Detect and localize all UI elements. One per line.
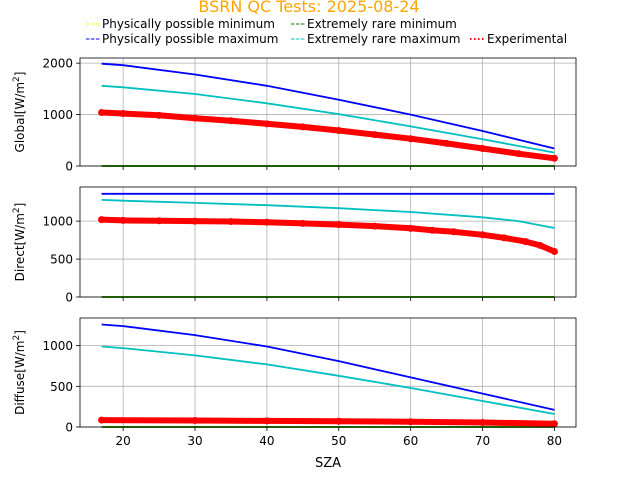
chart-title: BSRN QC Tests: 2025-08-24 xyxy=(198,0,419,16)
series-experimental xyxy=(98,109,558,162)
series-extremely-rare-maximum xyxy=(101,199,555,229)
legend: Physically possible minimum Extremely ra… xyxy=(86,17,567,46)
y-tick-label: 500 xyxy=(50,253,73,267)
experimental-point xyxy=(536,241,544,249)
x-tick-label: 60 xyxy=(403,434,418,448)
legend-label-4: Experimental xyxy=(487,32,567,46)
experimental-point xyxy=(407,418,415,426)
experimental-point xyxy=(335,417,343,425)
experimental-point xyxy=(263,417,271,425)
y-axis-label: Global[W/m2] xyxy=(12,72,27,153)
series-physically-possible-maximum xyxy=(101,62,555,150)
experimental-point xyxy=(407,135,415,143)
y-tick-label: 500 xyxy=(50,380,73,394)
x-tick-label: 80 xyxy=(547,434,562,448)
y-tick-label: 2000 xyxy=(42,57,73,71)
experimental-point xyxy=(428,226,436,234)
legend-label-2: Physically possible maximum xyxy=(102,32,278,46)
experimental-point xyxy=(98,216,106,224)
series-physically-possible-maximum xyxy=(101,323,555,411)
experimental-point xyxy=(407,224,415,232)
experimental-point xyxy=(227,218,235,226)
panel-direct: 0 500 1000 Direct[W/m2] xyxy=(12,186,577,305)
experimental-point xyxy=(479,231,487,239)
y-axis-label: Diffuse[W/m2] xyxy=(12,330,27,415)
subplots: 010002000Global[W/m2]05001000Direct[W/m2… xyxy=(12,57,577,471)
x-axis-label: SZA xyxy=(315,456,341,471)
series-experimental xyxy=(98,216,558,255)
x-tick-label: 40 xyxy=(259,434,274,448)
experimental-point xyxy=(299,219,307,227)
experimental-point xyxy=(335,127,343,135)
experimental-point xyxy=(514,150,522,158)
experimental-point xyxy=(371,222,379,230)
y-tick-label: 1000 xyxy=(42,339,73,353)
experimental-point xyxy=(191,217,199,225)
experimental-point xyxy=(191,416,199,424)
series-extremely-rare-maximum xyxy=(101,345,555,415)
axes-frame xyxy=(79,186,577,298)
legend-label-3: Extremely rare maximum xyxy=(307,32,460,46)
y-tick-label: 1000 xyxy=(42,108,73,122)
y-tick-label: 0 xyxy=(65,160,73,174)
x-tick-label: 70 xyxy=(475,434,490,448)
y-tick-label: 0 xyxy=(65,421,73,435)
experimental-point xyxy=(155,217,163,225)
series-extremely-rare-maximum xyxy=(101,84,555,154)
experimental-point xyxy=(479,419,487,427)
series-experimental xyxy=(98,417,558,427)
axes-frame xyxy=(79,57,577,167)
panel-global: 0 1000 2000 Global[W/m2] xyxy=(12,57,577,174)
experimental-point xyxy=(522,238,530,246)
experimental-point xyxy=(443,139,451,147)
experimental-point xyxy=(98,109,106,117)
experimental-point xyxy=(119,110,127,118)
experimental-point xyxy=(335,221,343,229)
experimental-point xyxy=(500,234,508,242)
experimental-point xyxy=(263,120,271,128)
panel-diffuse: 20 30 40 50 60 70 80 0 500 1000 Diffuse[W/m2] SZA xyxy=(12,317,577,471)
legend-label-0: Physically possible minimum xyxy=(102,17,275,31)
experimental-point xyxy=(550,154,558,162)
experimental-point xyxy=(119,216,127,224)
experimental-point xyxy=(479,145,487,153)
x-tick-label: 20 xyxy=(115,434,130,448)
experimental-point xyxy=(98,416,106,424)
experimental-point xyxy=(191,114,199,122)
experimental-point xyxy=(263,218,271,226)
experimental-point xyxy=(450,228,458,236)
experimental-point xyxy=(371,131,379,139)
y-axis-label: Direct[W/m2] xyxy=(12,203,27,282)
y-tick-label: 1000 xyxy=(42,215,73,229)
experimental-point xyxy=(550,420,558,428)
experimental-point xyxy=(227,117,235,125)
x-tick-label: 30 xyxy=(187,434,202,448)
axes-frame xyxy=(79,317,577,428)
experimental-point xyxy=(550,247,558,255)
experimental-point xyxy=(155,111,163,119)
y-tick-label: 0 xyxy=(65,291,73,305)
experimental-point xyxy=(299,123,307,131)
legend-label-1: Extremely rare minimum xyxy=(307,17,457,31)
x-tick-label: 50 xyxy=(331,434,346,448)
